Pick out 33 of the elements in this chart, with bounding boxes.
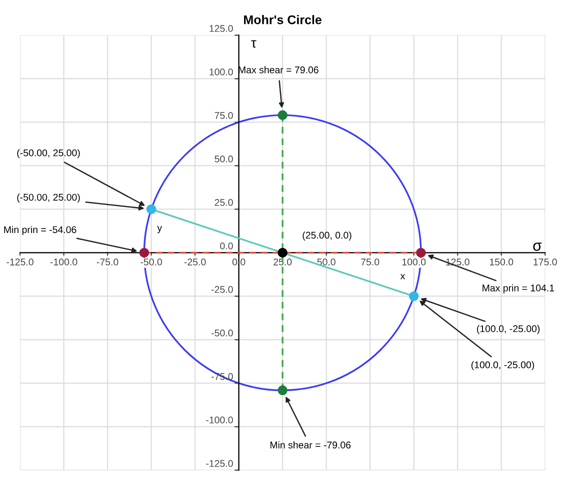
x-tick-label: 25.0: [274, 258, 292, 266]
y-tick-label: 25.0: [214, 199, 233, 206]
annotation: Min prin = -54.06: [4, 226, 76, 236]
y-tick-label: -125.0: [206, 460, 233, 467]
y-axis-title: τ: [251, 40, 256, 48]
y-tick-label: -100.0: [206, 416, 233, 424]
x-tick-label: 150.0: [490, 258, 514, 266]
annotation: (-50.00, 25.00): [17, 149, 80, 158]
annotation: Min shear = -79.06: [270, 441, 351, 448]
x-tick-label: -25.0: [184, 258, 206, 266]
x-tick-label: -50.0: [140, 258, 162, 266]
x-tick-label: -100.0: [50, 258, 78, 266]
y-tick-label: 125.0: [210, 25, 233, 32]
annotation: (100.0, -25.00): [471, 361, 534, 370]
y-tick-label: 75.0: [214, 112, 233, 119]
annotation: x: [400, 274, 406, 280]
x-axis-title: σ: [533, 242, 542, 251]
chart-title: Mohr's Circle: [244, 15, 322, 24]
annotation: (-50.00, 25.00): [17, 194, 80, 203]
y-tick-label: -25.0: [212, 286, 233, 293]
x-tick-label: 100.0: [402, 258, 426, 266]
x-tick-label: 75.0: [361, 258, 380, 266]
annotation: (25.00, 0.0): [302, 232, 352, 241]
y-tick-label: 0.0: [220, 242, 233, 250]
annotation: y: [157, 226, 162, 234]
x-tick-label: -125.0: [6, 258, 34, 266]
y-tick-label: 50.0: [214, 156, 233, 162]
x-tick-label: 175.0: [534, 258, 557, 266]
annotation: Max prin = 104.1: [482, 284, 554, 294]
x-tick-label: -75.0: [96, 258, 118, 266]
annotation: (100.0, -25.00): [477, 325, 540, 334]
y-tick-label: -50.0: [212, 330, 233, 336]
y-tick-label: 100.0: [210, 68, 233, 76]
